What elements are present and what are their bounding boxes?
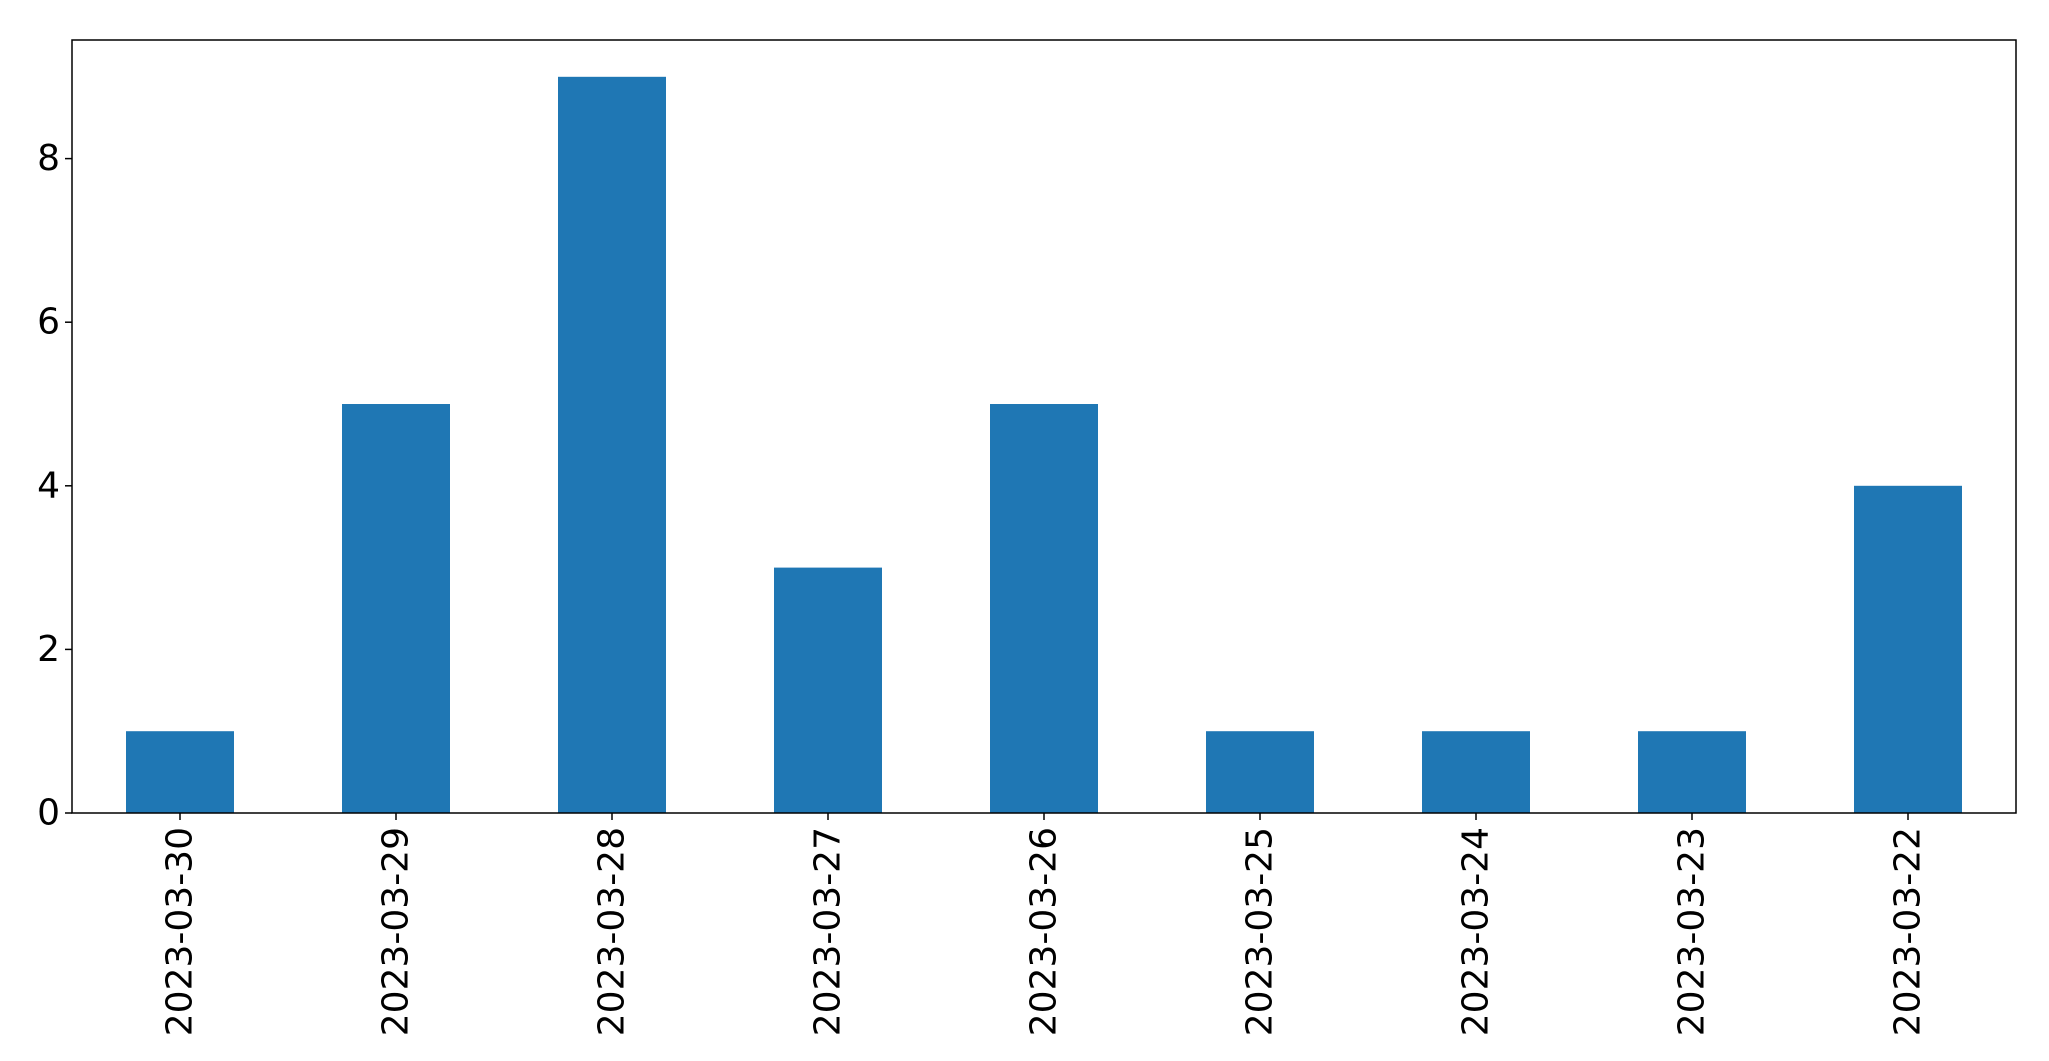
x-tick-label: 2023-03-26 xyxy=(1024,827,1065,1036)
bar-2023-03-22 xyxy=(1854,485,1962,813)
x-tick-label: 2023-03-22 xyxy=(1888,827,1929,1036)
x-tick-label: 2023-03-25 xyxy=(1240,827,1281,1036)
bar-2023-03-23 xyxy=(1638,731,1746,813)
x-tick-label: 2023-03-28 xyxy=(592,827,633,1036)
bar-2023-03-28 xyxy=(558,76,666,814)
y-tick-label: 4 xyxy=(37,465,60,506)
bar-2023-03-25 xyxy=(1206,731,1314,813)
x-tick-label: 2023-03-23 xyxy=(1672,827,1713,1036)
y-tick-label: 2 xyxy=(37,629,60,670)
bar-2023-03-26 xyxy=(990,404,1098,813)
y-tick-label: 0 xyxy=(37,793,60,834)
bars-layer xyxy=(126,76,1962,814)
bar-2023-03-29 xyxy=(342,404,450,813)
bar-2023-03-30 xyxy=(126,731,234,813)
x-axis: 2023-03-30 2023-03-29 2023-03-28 2023-03-27… xyxy=(160,813,1929,1036)
y-axis: 0 2 4 6 8 xyxy=(37,138,72,834)
y-tick-label: 8 xyxy=(37,138,60,179)
x-tick-label: 2023-03-24 xyxy=(1456,827,1497,1036)
bar-2023-03-24 xyxy=(1422,731,1530,813)
x-tick-label: 2023-03-30 xyxy=(160,827,201,1036)
y-tick-label: 6 xyxy=(37,302,60,343)
bar-2023-03-27 xyxy=(774,567,882,813)
x-tick-label: 2023-03-29 xyxy=(376,827,417,1036)
x-tick-label: 2023-03-27 xyxy=(808,827,849,1036)
